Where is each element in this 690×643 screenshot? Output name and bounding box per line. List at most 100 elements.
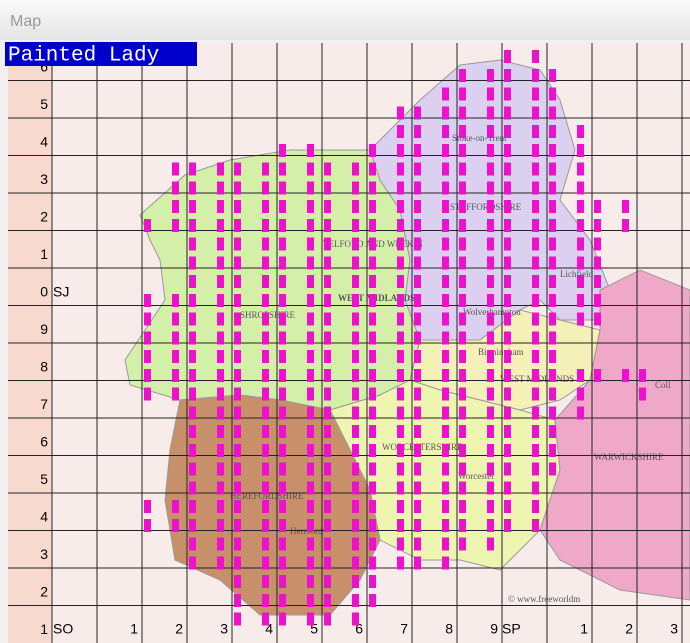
row-label: 2 xyxy=(40,584,48,600)
record-marker xyxy=(459,425,466,438)
record-marker xyxy=(189,219,196,232)
column-label: 8 xyxy=(445,621,453,637)
record-marker xyxy=(217,387,224,401)
record-marker xyxy=(307,219,314,232)
title-bar xyxy=(0,0,690,40)
record-marker xyxy=(217,162,224,176)
record-marker xyxy=(262,612,269,626)
record-marker xyxy=(504,256,511,270)
record-marker xyxy=(414,425,421,438)
record-marker xyxy=(352,162,359,176)
record-marker xyxy=(532,69,539,82)
record-marker xyxy=(352,462,359,476)
record-marker xyxy=(234,294,241,307)
record-marker xyxy=(414,144,421,157)
record-marker xyxy=(144,294,151,307)
record-marker xyxy=(414,462,421,476)
record-marker xyxy=(577,181,584,195)
record-marker xyxy=(217,200,224,213)
record-marker xyxy=(262,237,269,251)
record-marker xyxy=(487,312,494,326)
map-label: © www.freeworldm xyxy=(508,594,580,604)
record-marker xyxy=(307,594,314,607)
record-marker xyxy=(189,312,196,326)
record-marker xyxy=(217,294,224,307)
record-marker xyxy=(459,331,466,345)
record-marker xyxy=(549,331,556,345)
record-marker xyxy=(352,387,359,401)
record-marker xyxy=(262,575,269,588)
record-marker xyxy=(504,125,511,138)
record-marker xyxy=(577,256,584,270)
record-marker xyxy=(487,106,494,120)
zone-label: SP xyxy=(502,621,521,637)
record-marker xyxy=(262,219,269,232)
record-marker xyxy=(324,256,331,270)
record-marker xyxy=(172,219,179,232)
record-marker xyxy=(577,387,584,401)
record-marker xyxy=(279,312,286,326)
record-marker xyxy=(307,275,314,288)
record-marker xyxy=(442,256,449,270)
record-marker xyxy=(369,219,376,232)
record-marker xyxy=(442,406,449,420)
record-marker xyxy=(442,556,449,570)
record-marker xyxy=(532,462,539,476)
row-label: 0 xyxy=(40,284,48,300)
record-marker xyxy=(307,519,314,532)
record-marker xyxy=(217,462,224,476)
record-marker xyxy=(594,294,601,307)
record-marker xyxy=(397,462,404,476)
record-marker xyxy=(577,294,584,307)
zone-label: SO xyxy=(53,621,73,637)
record-marker xyxy=(352,537,359,551)
record-marker xyxy=(172,162,179,176)
record-marker xyxy=(397,444,404,457)
record-marker xyxy=(189,350,196,363)
record-marker xyxy=(217,425,224,438)
record-marker xyxy=(487,69,494,82)
record-marker xyxy=(324,444,331,457)
record-marker xyxy=(442,125,449,138)
record-marker xyxy=(172,294,179,307)
record-marker xyxy=(504,144,511,157)
record-marker xyxy=(459,87,466,101)
record-marker xyxy=(577,275,584,288)
record-marker xyxy=(369,406,376,420)
record-marker xyxy=(549,106,556,120)
record-marker xyxy=(639,369,646,382)
record-marker xyxy=(324,537,331,551)
record-marker xyxy=(397,312,404,326)
record-marker xyxy=(442,106,449,120)
record-marker xyxy=(307,162,314,176)
record-marker xyxy=(189,331,196,345)
record-marker xyxy=(459,144,466,157)
record-marker xyxy=(234,181,241,195)
record-marker xyxy=(414,556,421,570)
record-marker xyxy=(279,481,286,495)
column-label: 2 xyxy=(175,621,183,637)
record-marker xyxy=(279,256,286,270)
record-marker xyxy=(414,369,421,382)
record-marker xyxy=(262,481,269,495)
record-marker xyxy=(442,387,449,401)
record-marker xyxy=(549,219,556,232)
record-marker xyxy=(532,519,539,532)
record-marker xyxy=(532,200,539,213)
record-marker xyxy=(234,481,241,495)
record-marker xyxy=(352,575,359,588)
record-marker xyxy=(459,406,466,420)
record-marker xyxy=(172,200,179,213)
record-marker xyxy=(369,500,376,513)
record-marker xyxy=(217,519,224,532)
column-label: 2 xyxy=(625,621,633,637)
record-marker xyxy=(172,181,179,195)
record-marker xyxy=(532,50,539,63)
record-marker xyxy=(459,125,466,138)
record-marker xyxy=(352,556,359,570)
record-marker xyxy=(442,350,449,363)
record-marker xyxy=(189,500,196,513)
record-marker xyxy=(549,350,556,363)
record-marker xyxy=(279,500,286,513)
record-marker xyxy=(369,369,376,382)
